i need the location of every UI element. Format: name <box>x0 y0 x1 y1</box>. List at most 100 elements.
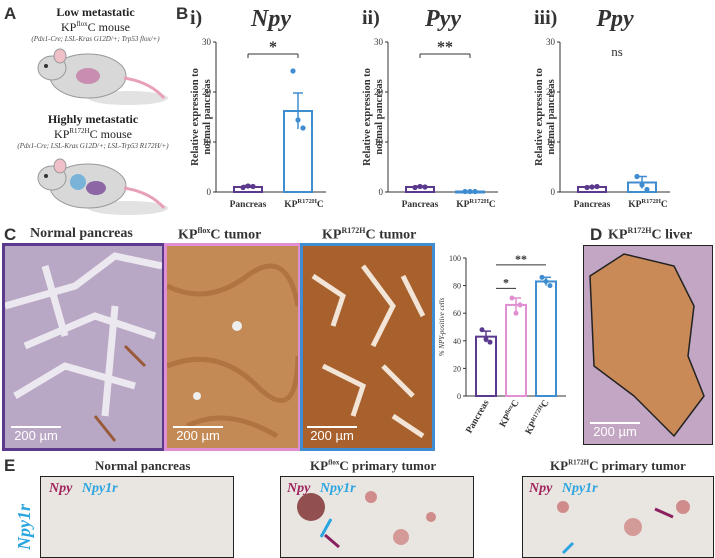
significance-label: ns <box>611 44 623 59</box>
data-point <box>250 183 256 190</box>
y-tick-label: 60 <box>453 309 461 318</box>
data-point <box>509 295 515 301</box>
data-point <box>467 188 473 195</box>
bar <box>475 335 497 398</box>
chart-npy-positive: % NPY-positive cells 0 20 40 60 80 100 Pancreas… <box>438 252 566 436</box>
y-tick-label: 100 <box>449 254 461 263</box>
y-tick-label: 10 <box>374 137 384 147</box>
data-point <box>589 184 595 190</box>
high-metastatic-title: Highly metastatic <box>47 112 139 126</box>
mouse-illustration-low <box>37 48 168 105</box>
data-point <box>417 183 423 190</box>
y-axis-label: Relative expression tonormal pancreas <box>534 68 557 166</box>
chart-title: Npy <box>250 6 291 32</box>
data-point <box>422 184 428 190</box>
data-point <box>300 125 306 131</box>
data-point <box>517 302 523 308</box>
y-tick-label: 40 <box>453 337 461 346</box>
y-axis-label: % NPY-positive cells <box>438 297 446 356</box>
ish-flox-tumor: Npy Npy1r <box>280 476 474 558</box>
e-normal-title: Normal pancreas <box>95 458 191 473</box>
panel-roman-numeral: ii) <box>362 7 380 29</box>
data-point <box>462 188 468 195</box>
y-tick-label: 80 <box>453 282 461 291</box>
y-tick-label: 30 <box>546 37 556 47</box>
y-tick-label: 20 <box>202 87 212 97</box>
chart-title: Pyy <box>424 6 461 32</box>
y-tick-label: 10 <box>202 137 212 147</box>
data-point <box>479 327 485 333</box>
low-metastatic-genotype: (Pdx1-Cre; LSL-Kras G12D/+; Trp53 flox/+… <box>31 35 160 43</box>
x-tick-label: Pancreas <box>230 200 267 210</box>
ish-r172-tumor: Npy Npy1r <box>522 476 714 558</box>
high-metastatic-block: Highly metastatic KPR172HC mouse (Pdx1-C… <box>8 112 178 150</box>
data-point <box>290 68 296 74</box>
x-tick-label: KPR172HC <box>284 198 324 210</box>
y-tick-label: 0 <box>551 187 556 197</box>
high-metastatic-genotype: (Pdx1-Cre; LSL-Kras G12D/+; LSL-Trp53 R1… <box>17 142 169 150</box>
r172-tumor-title: KPR172HC tumor <box>322 226 417 243</box>
x-tick-label: KPfloxC <box>498 398 522 429</box>
y-tick-label: 30 <box>374 37 384 47</box>
y-tick-label: 10 <box>546 137 556 147</box>
significance-label: * <box>269 39 277 56</box>
panel-label-a: A <box>4 4 17 23</box>
chart-pyy: ii) Pyy Relative expression tonormal pancr… <box>362 6 498 210</box>
panel-label-d: D <box>590 225 603 244</box>
ish-normal-pancreas: Npy Npy1r <box>40 476 234 558</box>
micrograph-flox-tumor: 200 µm <box>164 243 301 451</box>
data-point <box>487 339 493 345</box>
scale-bar-flox: 200 µm <box>173 426 223 443</box>
bar <box>535 280 557 397</box>
bar <box>505 303 527 397</box>
panel-label-e: E <box>4 456 16 475</box>
x-tick-label: KPR172HC <box>456 198 496 210</box>
data-point <box>245 183 251 189</box>
x-tick-label: Pancreas <box>402 200 439 210</box>
scale-bar-liver: 200 µm <box>590 422 640 439</box>
data-point <box>594 183 600 190</box>
y-tick-label: 0 <box>379 187 384 197</box>
x-tick-label: Pancreas <box>465 398 492 435</box>
e-flox-title: KPfloxC primary tumor <box>310 458 437 473</box>
chart-title: Ppy <box>595 6 634 32</box>
significance-label: ** <box>437 39 453 56</box>
data-point <box>295 117 301 123</box>
panel-roman-numeral: i) <box>190 7 202 29</box>
data-point <box>412 184 418 191</box>
y-axis-label: Relative expression tonormal pancreas <box>190 68 213 166</box>
scale-bar-normal: 200 µm <box>11 426 61 443</box>
panel-label-c: C <box>4 225 17 244</box>
data-point <box>513 310 519 316</box>
data-point <box>639 182 645 188</box>
flox-tumor-title: KPfloxC tumor <box>178 226 262 243</box>
high-metastatic-model: KPR172HC mouse <box>54 127 132 141</box>
micrograph-r172-tumor: 200 µm <box>300 243 435 451</box>
panel-label-b: B <box>176 4 189 23</box>
normal-pancreas-title: Normal pancreas <box>30 226 133 241</box>
x-tick-label: KPR172HC <box>628 198 668 210</box>
significance-label: ** <box>515 252 527 266</box>
mouse-illustration-high <box>37 158 168 215</box>
low-metastatic-title: Low metastatic <box>56 5 135 19</box>
panel-roman-numeral: iii) <box>534 7 557 29</box>
data-point <box>584 184 590 191</box>
data-point <box>644 186 650 193</box>
micrograph-liver-met: 200 µm <box>583 245 713 445</box>
data-point <box>472 188 478 195</box>
x-tick-label: KPR172HC <box>524 398 552 436</box>
y-tick-label: 30 <box>202 37 212 47</box>
y-tick-label: 0 <box>457 392 461 401</box>
chart-ppy: iii) Ppy Relative expression tonormal panc… <box>534 6 670 210</box>
micrograph-normal-pancreas: 200 µm <box>2 243 165 451</box>
data-point <box>634 173 640 180</box>
y-tick-label: 20 <box>453 364 461 373</box>
y-tick-label: 20 <box>374 87 384 97</box>
data-point <box>543 278 549 284</box>
y-tick-label: 0 <box>207 187 212 197</box>
y-axis-label: Relative expression tonormal pancreas <box>362 68 385 166</box>
data-point <box>240 184 246 191</box>
side-label-npy1r: Npy1r <box>14 504 34 550</box>
data-point <box>547 283 553 289</box>
significance-label: * <box>503 275 509 289</box>
